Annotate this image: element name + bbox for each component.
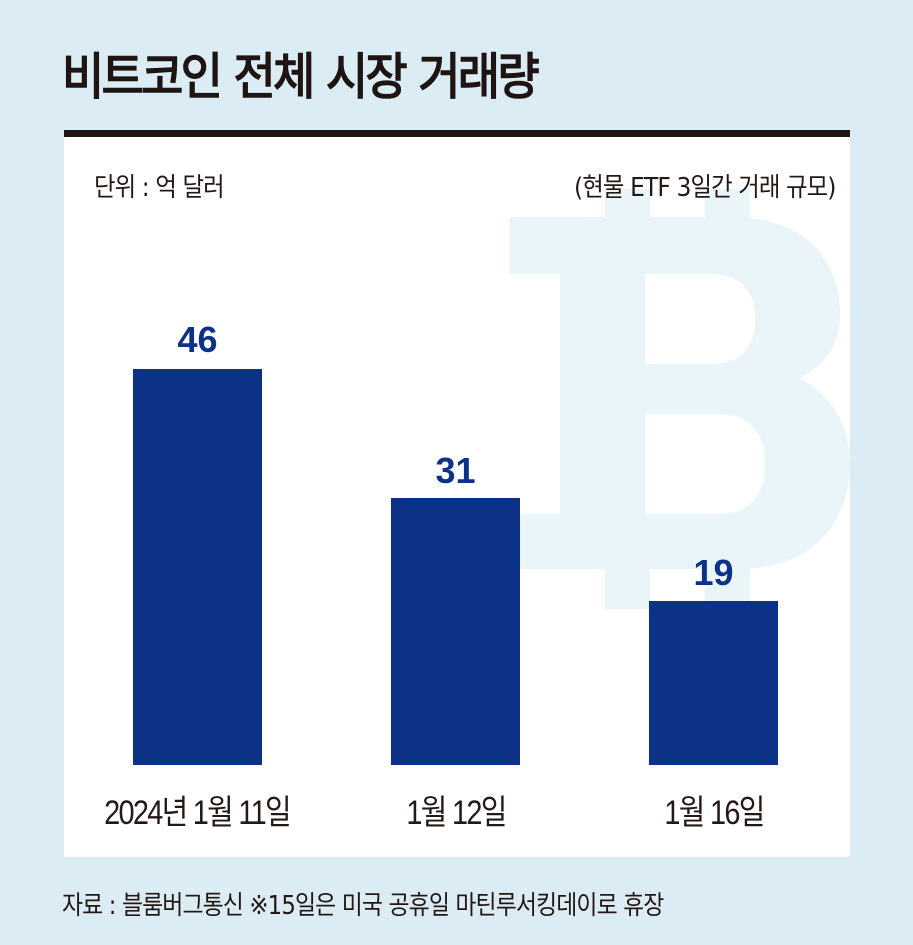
unit-label: 단위 : 억 달러 bbox=[94, 173, 225, 203]
chart-title: 비트코인 전체 시장 거래량 bbox=[62, 48, 540, 106]
x-label-1: 2024년 1월 11일 bbox=[104, 794, 291, 832]
bar-3 bbox=[649, 601, 778, 765]
bitcoin-icon bbox=[510, 189, 850, 609]
chart-panel: 단위 : 억 달러 (현물 ETF 3일간 거래 규모) 46 2024년 1월… bbox=[64, 137, 850, 857]
x-label-3: 1월 16일 bbox=[664, 794, 765, 832]
title-divider bbox=[64, 130, 850, 137]
source-note: 자료 : 블룸버그통신 ※15일은 미국 공휴일 마틴루서킹데이로 휴장 bbox=[62, 891, 664, 921]
bar-1 bbox=[133, 369, 262, 765]
bar-value-3: 19 bbox=[693, 552, 734, 593]
x-label-2: 1월 12일 bbox=[406, 794, 507, 832]
bar-2 bbox=[391, 498, 520, 765]
bar-value-1: 46 bbox=[177, 319, 218, 360]
bar-value-2: 31 bbox=[435, 450, 476, 491]
chart-note: (현물 ETF 3일간 거래 규모) bbox=[574, 173, 837, 203]
